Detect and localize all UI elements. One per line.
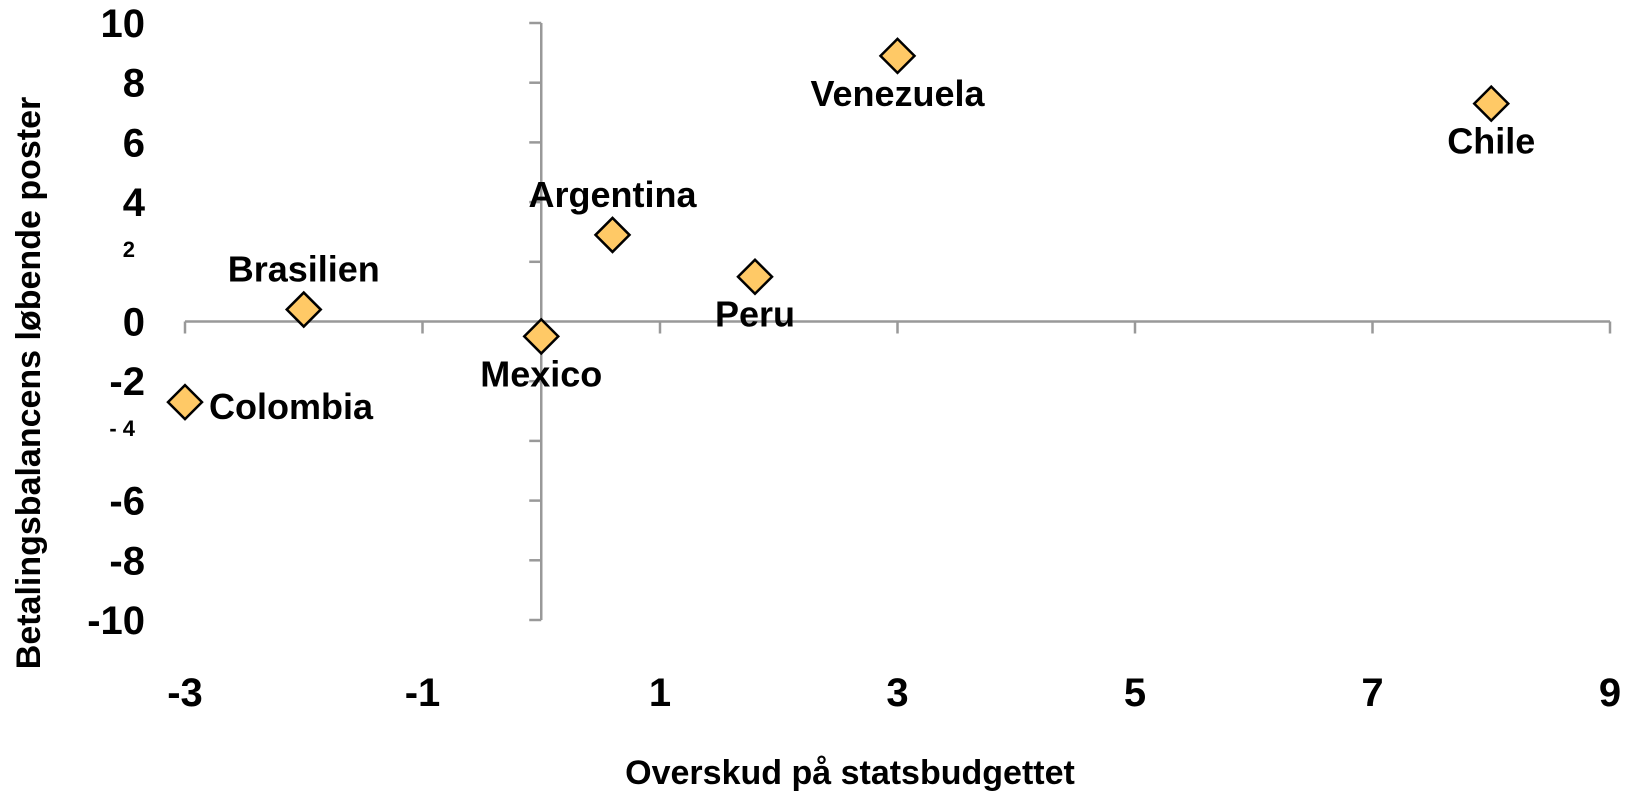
y-tick-label: 8 [123,62,145,106]
y-tick-label: -10 [87,599,145,643]
x-tick-label: 3 [886,671,908,715]
point-marker-chile [1472,84,1511,123]
point-label-chile: Chile [1447,121,1535,162]
point-marker-brasilien [284,290,323,329]
x-tick-label: 7 [1361,671,1383,715]
y-tick-label: 6 [123,121,145,165]
x-tick-label: -3 [167,671,203,715]
y-axis-title: Betalingsbalancens løbende poster [10,97,48,669]
y-tick-label: -2 [109,360,145,404]
point-label-argentina: Argentina [528,174,697,215]
point-marker-peru [736,257,774,296]
point-label-peru: Peru [715,294,795,335]
point-marker-colombia [166,383,204,421]
y-tick-label: 4 [123,181,146,225]
y-tick-label: -8 [109,539,145,583]
y-tick-label: 0 [123,301,145,345]
point-label-colombia: Colombia [209,386,374,427]
point-label-venezuela: Venezuela [810,73,985,114]
x-tick-label: 5 [1124,671,1146,715]
point-marker-argentina [593,216,632,254]
y-tick-label: -6 [109,480,145,524]
x-tick-label: 9 [1599,671,1621,715]
x-axis-title: Overskud på statsbudgettet [625,754,1075,791]
point-label-mexico: Mexico [480,353,602,394]
x-tick-label: 1 [649,671,671,715]
x-tick-label: -1 [405,671,441,715]
axes [183,21,1612,622]
tick-labels: -3 -1 1 3 5 7 9 10 8 6 4 2 0 -2 - 4 -6 -8 -10 [87,2,1621,715]
y-tick-label: 2 [123,237,135,262]
y-tick-label: 10 [101,2,146,46]
data-points: Venezuela Chile Argentina Peru Brasilien Mexi… [166,37,1535,427]
point-marker-venezuela [878,37,917,75]
point-marker-mexico [522,317,561,356]
y-tick-label: - 4 [109,416,135,441]
point-label-brasilien: Brasilien [228,249,380,290]
